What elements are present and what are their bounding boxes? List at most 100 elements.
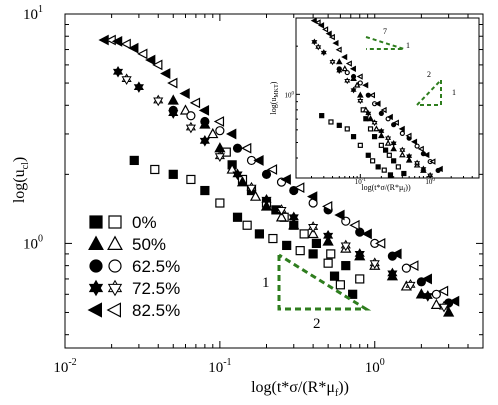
- data-point-0-25: [299, 229, 309, 239]
- inset-point-0-22: [382, 147, 389, 153]
- inset-point-72-5-6: [350, 86, 357, 94]
- data-point-0-1: [150, 164, 160, 175]
- data-point-72-5-9: [246, 181, 257, 194]
- data-point-62-5-8: [289, 185, 299, 196]
- legend-marker-filled-62-5: [89, 259, 103, 273]
- data-point-62-5-17: [431, 289, 441, 299]
- y-axis-label: log(ucl): [11, 157, 31, 203]
- data-point-0-4: [200, 185, 210, 196]
- legend-marker-open-0: [108, 215, 122, 229]
- inset-point-62-5-2: [350, 73, 357, 80]
- inset-point-50-0: [335, 58, 343, 65]
- data-point-82-5-26: [391, 248, 402, 260]
- inset-point-0-9: [381, 167, 387, 173]
- legend-label-82-5: 82.5%: [132, 301, 180, 320]
- inset-point-0-24: [391, 158, 397, 164]
- data-point-72-5-13: [308, 221, 319, 233]
- inset-point-0-1: [328, 119, 334, 125]
- legend-marker-filled-82-5: [87, 302, 103, 318]
- inset-point-72-5-10: [378, 127, 385, 135]
- data-point-50-19: [430, 298, 442, 309]
- data-point-82-5-7: [152, 59, 163, 71]
- data-point-50-20: [443, 306, 455, 317]
- data-point-0-7: [242, 220, 252, 230]
- data-point-0-3: [186, 174, 196, 185]
- data-point-50-3: [207, 127, 219, 139]
- inset-point-82-5-25: [429, 158, 436, 165]
- data-point-50-8: [260, 200, 273, 211]
- legend-marker-filled-0: [89, 215, 103, 229]
- inset-point-82-5-5: [322, 26, 329, 33]
- data-point-72-5-20: [422, 290, 433, 302]
- data-point-0-5: [215, 198, 225, 208]
- data-point-82-5-20: [307, 191, 318, 202]
- data-point-72-5-11: [276, 204, 287, 216]
- inset-x-tick-label-1: 100: [425, 178, 435, 186]
- data-point-50-9: [275, 211, 288, 222]
- inset-point-72-5-12: [390, 139, 397, 147]
- inset-point-82-5-21: [405, 132, 412, 139]
- data-point-82-5-14: [226, 128, 237, 140]
- legend-label-72-5: 72.5%: [132, 279, 180, 298]
- data-point-62-5-15: [401, 263, 411, 273]
- inset-point-82-5-13: [356, 73, 363, 80]
- inset-point-72-5-2: [320, 49, 327, 56]
- legend-marker-open-50: [107, 235, 123, 250]
- data-point-0-13: [323, 258, 333, 268]
- inset-point-82-5-24: [423, 151, 430, 159]
- inset-point-0-23: [386, 152, 392, 158]
- inset-point-82-5-16: [374, 100, 381, 107]
- inset-point-50-10: [390, 145, 397, 152]
- data-point-72-5-2: [133, 81, 144, 93]
- x-tick-label-1: 10-1: [208, 357, 231, 376]
- data-point-50-11: [307, 227, 319, 239]
- inset-point-0-7: [370, 158, 376, 164]
- data-point-50-7: [249, 190, 262, 201]
- data-point-82-5-3: [120, 38, 131, 50]
- inset-point-72-5-11: [385, 134, 392, 142]
- legend-marker-open-82-5: [106, 302, 122, 318]
- inset-point-82-5-6: [325, 30, 332, 37]
- data-point-72-5-18: [387, 267, 398, 280]
- data-point-82-5-19: [294, 182, 305, 194]
- data-point-62-5-12: [355, 227, 365, 237]
- data-point-72-5-5: [185, 121, 196, 134]
- data-point-82-5-23: [349, 219, 360, 231]
- inset-point-0-18: [363, 116, 369, 122]
- data-point-50-6: [236, 176, 249, 187]
- data-point-62-5-4: [232, 143, 243, 153]
- inset-point-82-5-8: [332, 39, 339, 47]
- inset-point-50-9: [384, 139, 392, 146]
- inset-point-82-5-10: [341, 53, 348, 61]
- data-point-0-9: [268, 233, 278, 244]
- data-point-50-0: [167, 94, 179, 105]
- data-point-82-5-9: [167, 77, 178, 89]
- data-point-72-5-12: [288, 211, 299, 224]
- inset-point-82-5-26: [436, 165, 443, 173]
- inset-point-0-4: [350, 134, 357, 140]
- inset-point-0-5: [357, 142, 363, 148]
- data-point-82-5-10: [179, 88, 190, 99]
- data-point-82-5-28: [421, 273, 432, 285]
- data-point-0-8: [254, 229, 265, 239]
- inset-point-0-26: [401, 170, 407, 177]
- data-point-72-5-15: [340, 239, 351, 252]
- inset-axis-ticks: 10-1 100 100: [285, 17, 480, 186]
- inset-point-72-5-4: [336, 67, 343, 75]
- data-point-62-5-2: [200, 116, 210, 127]
- data-point-62-5-16: [416, 277, 426, 287]
- data-point-82-5-16: [253, 155, 264, 166]
- data-point-0-26: [311, 238, 321, 249]
- inset-slope-triangle-2: [414, 79, 442, 106]
- inset-chart: 10-1 100 100 7 1 2 1 log(t*σ/(R*μf)) log(u…: [269, 17, 480, 194]
- data-point-0-6: [232, 212, 243, 222]
- inset-point-0-25: [395, 164, 401, 170]
- data-point-0-10: [282, 240, 292, 251]
- data-point-82-5-18: [280, 174, 291, 185]
- slope-run-label: 2: [313, 316, 321, 332]
- x-tick-label-2: 100: [365, 357, 385, 376]
- inset-point-72-5-9: [371, 119, 378, 127]
- data-point-0-2: [168, 169, 178, 179]
- inset-slope-1-run: 7: [383, 27, 387, 36]
- inset-point-72-5-13: [399, 146, 406, 154]
